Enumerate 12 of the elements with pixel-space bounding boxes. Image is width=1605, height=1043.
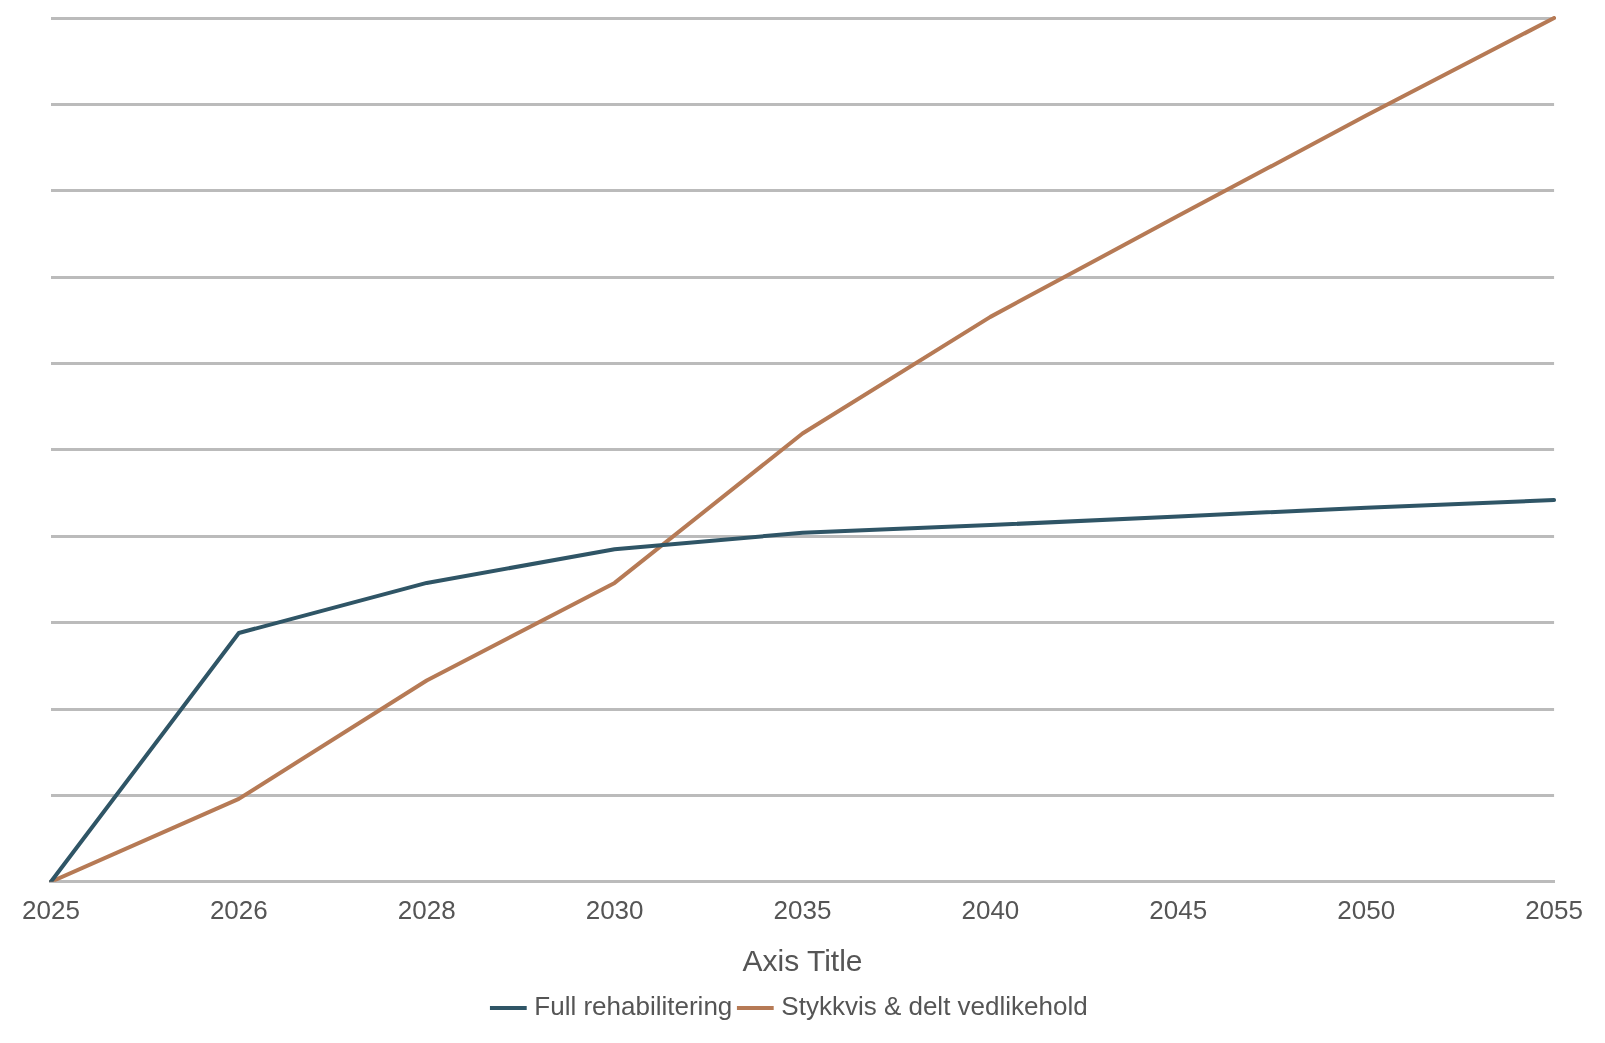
x-tick-label: 2035 [773, 894, 832, 925]
x-axis-title: Axis Title [742, 944, 863, 978]
legend-label: Stykkvis & delt vedlikehold [781, 991, 1088, 1022]
x-tick-label: 2045 [1149, 894, 1208, 925]
x-tick-label: 2025 [22, 894, 80, 925]
x-tick-label: 2050 [1337, 894, 1396, 925]
x-tick-label: 2028 [397, 894, 456, 925]
x-tick-label: 2026 [209, 894, 268, 925]
x-tick-label: 2055 [1525, 894, 1583, 925]
legend-label: Full rehabilitering [534, 991, 733, 1022]
x-tick-label: 2040 [961, 894, 1020, 925]
x-tick-label: 2030 [585, 894, 644, 925]
